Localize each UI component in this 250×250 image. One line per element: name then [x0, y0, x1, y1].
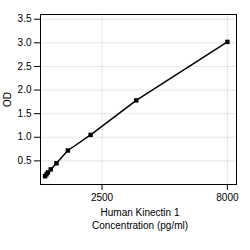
svg-text:OD: OD: [2, 92, 13, 107]
svg-text:8000: 8000: [216, 192, 239, 203]
html-text:Human Kinectin 1 Concentration: Human Kinectin 1 Concentration (pg/ml): [91, 207, 189, 231]
svg-text:0.5: 0.5: [18, 155, 32, 166]
svg-text:1.5: 1.5: [18, 108, 32, 119]
svg-text:2.0: 2.0: [18, 84, 32, 95]
svg-text:2500: 2500: [91, 192, 114, 203]
svg-text:3.0: 3.0: [18, 37, 32, 48]
svg-text:2.5: 2.5: [18, 61, 32, 72]
svg-text:1.0: 1.0: [18, 131, 32, 142]
svg-text:3.5: 3.5: [18, 13, 32, 24]
